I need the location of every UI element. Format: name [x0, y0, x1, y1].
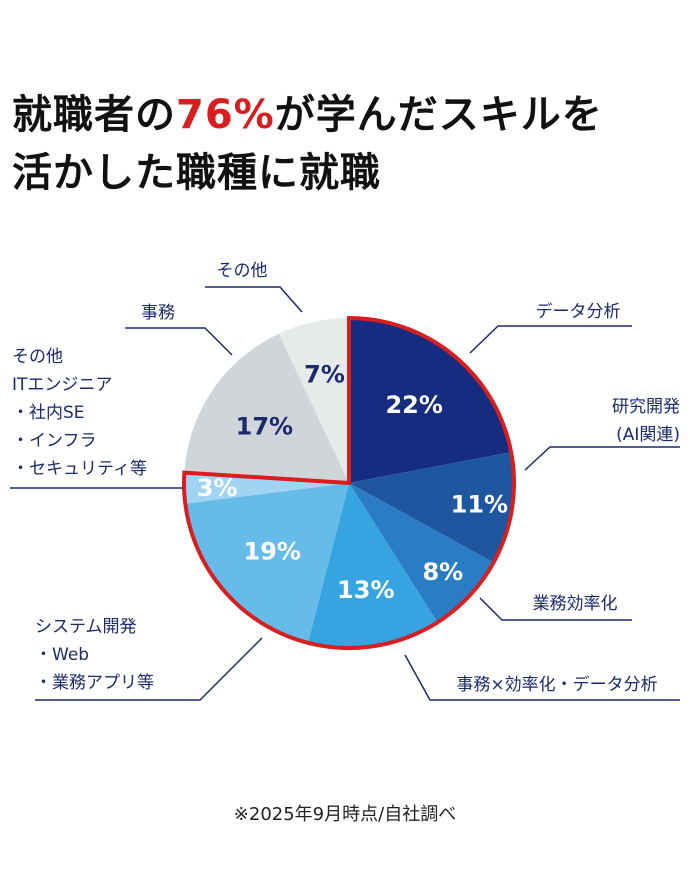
- category-label: ・セキュリティ等: [12, 459, 147, 479]
- pie-slice: [349, 452, 514, 563]
- leader-line: [125, 327, 233, 356]
- pie-slice: [349, 483, 494, 623]
- category-label: 事務: [141, 303, 175, 323]
- title-text: 就職者の: [12, 92, 176, 138]
- slice-percent-label: 13%: [337, 576, 394, 604]
- slice-percent-label: 7%: [304, 361, 345, 389]
- pie-slice: [349, 318, 512, 483]
- category-label: 事務×効率化・データ分析: [456, 674, 657, 695]
- leader-line: [35, 637, 263, 701]
- title-line-1: 就職者の76%が学んだスキルを: [12, 82, 603, 140]
- slice-percent-label: 22%: [385, 391, 442, 419]
- title-line-2: 活かした職種に就職: [12, 150, 381, 196]
- pie-slice: [307, 483, 438, 648]
- leader-line: [205, 286, 303, 313]
- slice-percent-label: 8%: [422, 558, 463, 586]
- category-label: (AI関連): [616, 425, 680, 445]
- pie-slice: [278, 318, 349, 483]
- category-label: ・業務アプリ等: [35, 673, 154, 693]
- slice-percent-label: 3%: [197, 474, 238, 502]
- title-text: が学んだスキルを: [274, 92, 603, 138]
- title-highlight: 76%: [176, 92, 275, 138]
- category-label: 研究開発: [612, 397, 680, 417]
- leader-line: [524, 446, 680, 471]
- category-label: ・社内SE: [12, 403, 85, 423]
- slice-percent-label: 11%: [451, 491, 508, 519]
- category-label: ITエンジニア: [12, 375, 112, 395]
- category-label: 業務効率化: [533, 594, 618, 614]
- category-label: その他: [217, 261, 268, 281]
- leader-line: [469, 325, 632, 354]
- slice-percent-label: 17%: [236, 412, 293, 440]
- category-label: ・Web: [35, 645, 89, 665]
- highlight-outline: [182, 315, 516, 650]
- leader-line: [479, 597, 632, 621]
- pie-slice: [183, 472, 349, 504]
- pie-slice: [185, 483, 349, 643]
- slice-percent-label: 19%: [244, 538, 301, 566]
- leader-line: [404, 654, 680, 701]
- category-label: ・インフラ: [12, 431, 97, 451]
- footnote: ※2025年9月時点/自社調べ: [233, 804, 457, 825]
- category-label: データ分析: [536, 301, 621, 322]
- category-label: システム開発: [35, 617, 137, 637]
- pie-slice: [184, 333, 349, 483]
- category-label: その他: [12, 347, 63, 367]
